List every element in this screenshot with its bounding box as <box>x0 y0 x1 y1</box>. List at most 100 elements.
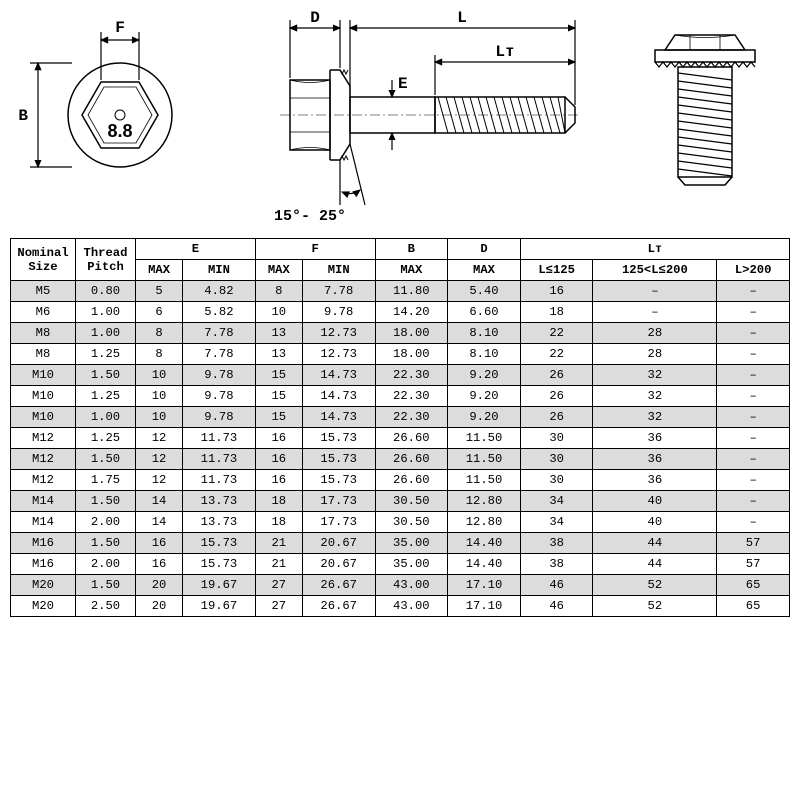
table-cell: 12.80 <box>448 512 521 533</box>
table-cell: – <box>717 365 790 386</box>
table-cell: – <box>717 302 790 323</box>
table-cell: 1.00 <box>76 302 136 323</box>
table-cell: 12.80 <box>448 491 521 512</box>
table-cell: 57 <box>717 533 790 554</box>
table-row: M161.501615.732120.6735.0014.40384457 <box>11 533 790 554</box>
table-cell: 16 <box>255 449 302 470</box>
table-cell: 14.73 <box>302 386 375 407</box>
table-cell: 12 <box>136 470 183 491</box>
sub-lt-1: L≤125 <box>520 260 593 281</box>
table-cell: 22 <box>520 344 593 365</box>
table-cell: 26 <box>520 407 593 428</box>
table-cell: – <box>717 323 790 344</box>
table-cell: – <box>717 344 790 365</box>
table-cell: 52 <box>593 596 717 617</box>
table-cell: 20 <box>136 575 183 596</box>
table-row: M142.001413.731817.7330.5012.803440– <box>11 512 790 533</box>
table-cell: M5 <box>11 281 76 302</box>
table-cell: 10 <box>136 365 183 386</box>
table-cell: 32 <box>593 386 717 407</box>
table-cell: 8 <box>255 281 302 302</box>
table-cell: 1.25 <box>76 428 136 449</box>
table-cell: 9.78 <box>183 365 256 386</box>
table-cell: 16 <box>520 281 593 302</box>
sub-e-min: MIN <box>183 260 256 281</box>
table-row: M61.0065.82109.7814.206.6018–– <box>11 302 790 323</box>
table-cell: 7.78 <box>183 344 256 365</box>
table-cell: 9.78 <box>302 302 375 323</box>
table-cell: 4.82 <box>183 281 256 302</box>
sub-d-max: MAX <box>448 260 521 281</box>
table-cell: 36 <box>593 470 717 491</box>
table-row: M141.501413.731817.7330.5012.803440– <box>11 491 790 512</box>
svg-text:E: E <box>398 75 408 93</box>
table-cell: 22 <box>520 323 593 344</box>
table-cell: 36 <box>593 449 717 470</box>
svg-text:D: D <box>310 10 320 27</box>
table-cell: 17.10 <box>448 596 521 617</box>
table-cell: 10 <box>136 386 183 407</box>
table-cell: 18.00 <box>375 344 448 365</box>
table-cell: M10 <box>11 386 76 407</box>
table-cell: 22.30 <box>375 386 448 407</box>
sub-e-max: MAX <box>136 260 183 281</box>
table-cell: 1.50 <box>76 449 136 470</box>
table-cell: 30 <box>520 449 593 470</box>
table-cell: 13.73 <box>183 512 256 533</box>
table-cell: 57 <box>717 554 790 575</box>
table-cell: 1.25 <box>76 386 136 407</box>
table-cell: 40 <box>593 512 717 533</box>
sub-b-max: MAX <box>375 260 448 281</box>
table-cell: 35.00 <box>375 554 448 575</box>
table-cell: 1.25 <box>76 344 136 365</box>
table-cell: 26.60 <box>375 449 448 470</box>
table-cell: 30 <box>520 470 593 491</box>
table-cell: 1.50 <box>76 491 136 512</box>
table-cell: 18 <box>255 512 302 533</box>
table-cell: M14 <box>11 512 76 533</box>
table-cell: 13.73 <box>183 491 256 512</box>
table-cell: 36 <box>593 428 717 449</box>
table-cell: – <box>593 302 717 323</box>
table-cell: 38 <box>520 533 593 554</box>
table-row: M50.8054.8287.7811.805.4016–– <box>11 281 790 302</box>
col-nominal: Nominal Size <box>11 239 76 281</box>
table-cell: 30 <box>520 428 593 449</box>
table-cell: 14.73 <box>302 365 375 386</box>
table-row: M121.751211.731615.7326.6011.503036– <box>11 470 790 491</box>
table-cell: 15.73 <box>183 554 256 575</box>
table-cell: 30.50 <box>375 512 448 533</box>
table-cell: 14.73 <box>302 407 375 428</box>
table-cell: 18 <box>520 302 593 323</box>
table-cell: 14 <box>136 491 183 512</box>
table-cell: 15.73 <box>302 449 375 470</box>
table-cell: 26.60 <box>375 428 448 449</box>
table-cell: – <box>717 386 790 407</box>
table-cell: 16 <box>136 554 183 575</box>
table-cell: 11.80 <box>375 281 448 302</box>
table-cell: – <box>717 407 790 428</box>
table-cell: 17.73 <box>302 491 375 512</box>
table-cell: 12.73 <box>302 344 375 365</box>
table-cell: 34 <box>520 512 593 533</box>
table-cell: M16 <box>11 554 76 575</box>
table-cell: – <box>717 491 790 512</box>
table-cell: M12 <box>11 449 76 470</box>
table-cell: 8 <box>136 323 183 344</box>
sub-lt-2: 125<L≤200 <box>593 260 717 281</box>
table-cell: 6.60 <box>448 302 521 323</box>
table-cell: 9.20 <box>448 407 521 428</box>
table-cell: 17.73 <box>302 512 375 533</box>
table-cell: 14 <box>136 512 183 533</box>
table-cell: 15.73 <box>183 533 256 554</box>
grade-mark: 8.8 <box>107 121 132 141</box>
table-cell: 21 <box>255 533 302 554</box>
table-cell: 16 <box>255 428 302 449</box>
svg-text:15°- 25°: 15°- 25° <box>274 208 346 225</box>
table-cell: 1.00 <box>76 407 136 428</box>
table-cell: 1.50 <box>76 575 136 596</box>
col-e: E <box>136 239 256 260</box>
table-cell: – <box>717 470 790 491</box>
table-cell: M8 <box>11 323 76 344</box>
table-cell: 13 <box>255 344 302 365</box>
